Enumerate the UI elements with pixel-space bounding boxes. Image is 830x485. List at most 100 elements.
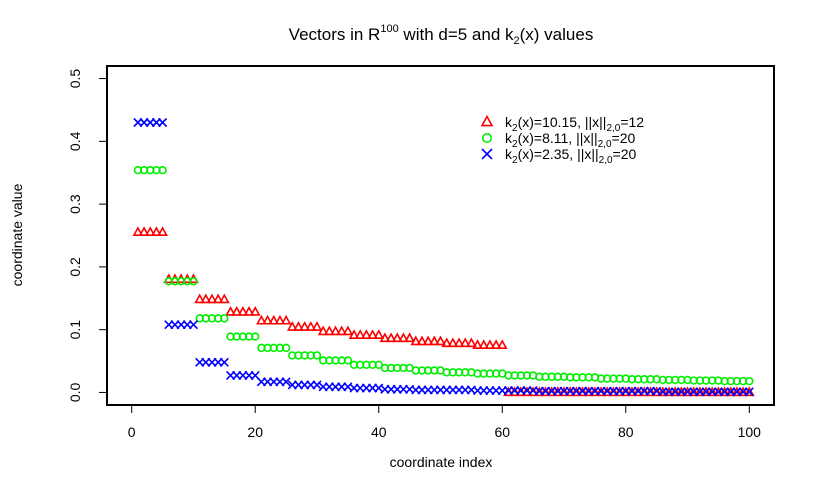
data-point (552, 386, 564, 397)
data-point (220, 314, 229, 323)
legend-label: k2(x)=2.35, ||x||2,0=20 (505, 146, 637, 166)
x-axis: 0 20 40 60 80 100 (128, 404, 762, 440)
data-point (663, 386, 675, 397)
data-point (546, 386, 558, 397)
x-tick-label: 20 (247, 424, 263, 440)
data-point (251, 332, 260, 341)
data-point (243, 306, 255, 316)
data-point (158, 117, 168, 128)
x-axis-label: coordinate index (390, 454, 493, 470)
data-point (688, 386, 700, 397)
data-point (540, 386, 551, 397)
data-point (268, 314, 280, 325)
data-point (274, 314, 286, 325)
data-point (138, 226, 150, 237)
data-point (225, 306, 236, 316)
data-point (608, 386, 619, 397)
data-point (725, 386, 737, 397)
data-point (249, 306, 261, 316)
data-point (348, 329, 360, 339)
data-point (614, 386, 625, 397)
y-axis-label: coordinate value (9, 183, 25, 286)
data-point (262, 314, 273, 325)
data-point (404, 332, 415, 343)
data-point (286, 321, 298, 331)
data-point (312, 380, 322, 390)
data-point (533, 386, 545, 397)
data-point (626, 386, 638, 397)
data-point (231, 306, 243, 316)
data-point (731, 386, 743, 397)
data-point (281, 343, 291, 353)
x-tick-label: 40 (371, 424, 387, 440)
data-point (256, 314, 267, 325)
data-point (311, 321, 323, 331)
data-point (299, 321, 310, 331)
x-tick-label: 0 (128, 424, 136, 440)
data-point (657, 386, 669, 397)
data-point (323, 325, 335, 336)
data-point (305, 321, 317, 331)
data-point (317, 325, 329, 336)
plot-frame (106, 65, 775, 406)
data-point (589, 386, 601, 397)
data-point (410, 335, 422, 346)
data-point (361, 329, 372, 339)
chart-title: Vectors in R100 with d=5 and k2(x) value… (289, 23, 594, 47)
legend-label: k2(x)=8.11, ||x||2,0=20 (505, 130, 635, 150)
data-point (188, 320, 199, 330)
data-point (200, 293, 212, 304)
data-point (132, 226, 144, 237)
data-point (330, 325, 341, 336)
data-point (577, 386, 588, 397)
data-point (385, 332, 397, 343)
data-point (676, 386, 687, 397)
y-tick-label: 0.0 (67, 383, 83, 403)
data-points (132, 117, 755, 397)
data-point (194, 293, 205, 304)
data-point (416, 335, 428, 346)
data-point (466, 337, 477, 348)
data-point (583, 386, 595, 397)
data-point (638, 386, 650, 397)
y-tick-label: 0.4 (67, 131, 83, 151)
data-point (496, 339, 508, 350)
legend-marker (481, 148, 493, 160)
data-point (336, 325, 348, 336)
data-point (219, 357, 229, 367)
series-circle (133, 166, 754, 386)
data-point (280, 314, 292, 325)
data-point (212, 293, 224, 304)
data-point (428, 335, 440, 346)
data-point (354, 329, 366, 339)
data-point (459, 337, 471, 348)
data-point (645, 386, 656, 397)
data-point (206, 293, 218, 304)
data-point (484, 339, 496, 350)
x-tick-label: 100 (738, 424, 762, 440)
data-point (620, 386, 632, 397)
data-point (391, 332, 403, 343)
data-point (373, 329, 385, 339)
y-tick-label: 0.2 (67, 257, 83, 277)
x-tick-label: 80 (618, 424, 634, 440)
data-point (632, 386, 644, 397)
data-point (490, 339, 502, 350)
data-point (651, 386, 663, 397)
legend-marker (481, 132, 493, 144)
data-point (601, 386, 613, 397)
data-point (571, 386, 582, 397)
legend-label: k2(x)=10.15, ||x||2,0=12 (505, 114, 644, 134)
data-point (713, 386, 724, 397)
data-point (379, 332, 391, 343)
y-tick-label: 0.3 (67, 194, 83, 214)
data-point (564, 386, 576, 397)
data-point (682, 386, 693, 397)
data-point (706, 386, 718, 397)
data-point (719, 386, 730, 397)
data-point (157, 226, 168, 237)
data-point (745, 376, 754, 386)
data-point (558, 386, 570, 397)
data-point (435, 335, 446, 346)
